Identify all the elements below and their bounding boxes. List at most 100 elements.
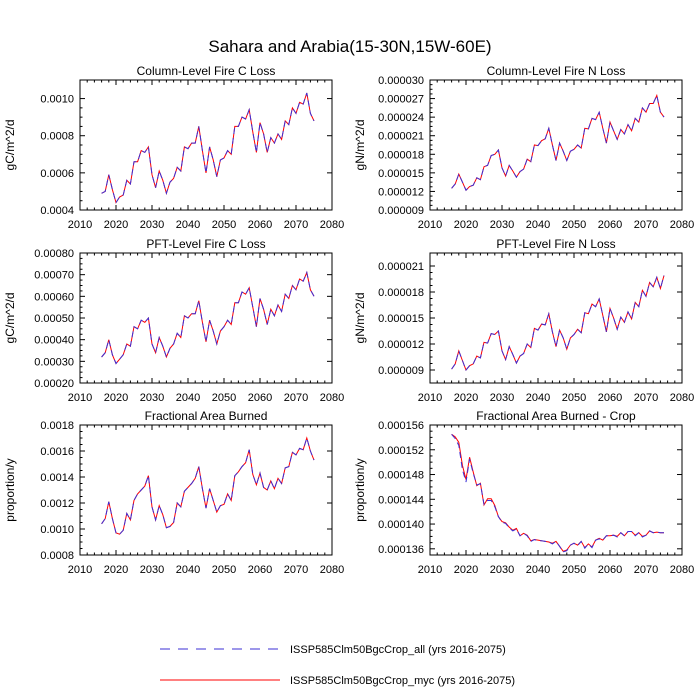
x-tick-label: 2080: [320, 392, 344, 404]
y-tick-label: 0.0014: [40, 472, 74, 484]
series-line-myc: [451, 275, 665, 371]
legend-label-all: ISSP585Clm50BgcCrop_all (yrs 2016-2075): [290, 644, 506, 656]
y-tick-label: 0.0008: [40, 550, 74, 562]
x-tick-label: 2030: [490, 392, 514, 404]
series-line-all: [451, 275, 665, 371]
plot-frame: [429, 252, 683, 384]
x-tick-label: 2080: [670, 219, 694, 231]
x-tick-label: 2010: [418, 392, 442, 404]
chart-panel-1: Column-Level Fire C Loss gC/m^2/d 2010 2020…: [3, 64, 344, 231]
y-tick-label: 0.000148: [378, 470, 424, 482]
x-tick-label: 2020: [454, 564, 478, 576]
y-axis-label: gC/m^2/d: [3, 293, 17, 344]
x-tick-label: 2030: [490, 219, 514, 231]
y-tick-label: 0.0016: [40, 446, 74, 458]
x-tick-label: 2060: [598, 219, 622, 231]
y-axis-label: gN/m^2/d: [353, 120, 367, 171]
panel-title: Fractional Area Burned - Crop: [476, 409, 636, 423]
x-tick-label: 2030: [140, 392, 164, 404]
chart-panel-6: Fractional Area Burned - Crop proportion/…: [353, 409, 694, 576]
x-tick-label: 2050: [562, 392, 586, 404]
x-tick-label: 2060: [248, 564, 272, 576]
series-line-all: [101, 92, 315, 204]
series-line-all: [101, 436, 315, 535]
x-tick-label: 2070: [634, 564, 658, 576]
y-tick-label: 0.000024: [378, 112, 424, 124]
y-tick-label: 0.000012: [378, 186, 424, 198]
x-tick-label: 2030: [140, 564, 164, 576]
x-tick-label: 2010: [418, 564, 442, 576]
y-tick-label: 0.0008: [40, 131, 74, 143]
plot-frame: [79, 252, 333, 384]
chart-panel-2: Column-Level Fire N Loss gN/m^2/d 2010 2020…: [353, 64, 694, 231]
y-tick-label: 0.00020: [34, 378, 74, 390]
chart-panel-5: Fractional Area Burned proportion/y 2010 20…: [3, 409, 344, 576]
x-tick-label: 2010: [418, 219, 442, 231]
x-tick-label: 2020: [104, 392, 128, 404]
chart-panels: Column-Level Fire C Loss gC/m^2/d 2010 2020…: [3, 64, 694, 576]
legend-label-myc: ISSP585Clm50BgcCrop_myc (yrs 2016-2075): [290, 675, 515, 687]
x-tick-label: 2050: [212, 219, 236, 231]
series-line-myc: [451, 433, 664, 552]
y-tick-label: 0.000009: [378, 365, 424, 377]
y-axis-label: gC/m^2/d: [3, 120, 17, 171]
x-tick-label: 2030: [490, 564, 514, 576]
y-tick-label: 0.0012: [40, 498, 74, 510]
x-tick-label: 2010: [68, 219, 92, 231]
x-tick-label: 2040: [176, 564, 200, 576]
series-line-all: [451, 93, 665, 192]
x-tick-label: 2050: [212, 564, 236, 576]
panel-title: PFT-Level Fire N Loss: [496, 237, 615, 251]
plot-frame: [79, 424, 333, 556]
y-tick-label: 0.000021: [378, 131, 424, 143]
y-tick-label: 0.000136: [378, 544, 424, 556]
x-tick-label: 2050: [212, 392, 236, 404]
y-tick-label: 0.0006: [40, 168, 74, 180]
x-tick-label: 2040: [526, 564, 550, 576]
y-tick-label: 0.000018: [378, 287, 424, 299]
x-tick-label: 2040: [526, 219, 550, 231]
x-tick-label: 2020: [104, 219, 128, 231]
legend: ISSP585Clm50BgcCrop_all (yrs 2016-2075) …: [160, 644, 515, 687]
y-tick-label: 0.000015: [378, 313, 424, 325]
series-line-myc: [101, 270, 315, 365]
x-tick-label: 2060: [248, 219, 272, 231]
y-axis-label: proportion/y: [3, 458, 17, 521]
x-tick-label: 2040: [176, 219, 200, 231]
series-line-myc: [101, 436, 315, 535]
y-tick-label: 0.000140: [378, 519, 424, 531]
y-tick-label: 0.000030: [378, 75, 424, 87]
x-tick-label: 2070: [284, 392, 308, 404]
panel-title: PFT-Level Fire C Loss: [146, 237, 265, 251]
x-tick-label: 2070: [634, 392, 658, 404]
panel-title: Column-Level Fire C Loss: [137, 64, 276, 78]
x-tick-label: 2050: [562, 219, 586, 231]
y-tick-label: 0.000027: [378, 94, 424, 106]
panel-title: Column-Level Fire N Loss: [487, 64, 626, 78]
series-line-myc: [451, 93, 665, 192]
y-tick-label: 0.00060: [34, 291, 74, 303]
y-tick-label: 0.000021: [378, 261, 424, 273]
y-tick-label: 0.0010: [40, 94, 74, 106]
x-tick-label: 2040: [176, 392, 200, 404]
x-tick-label: 2020: [454, 219, 478, 231]
plot-frame: [429, 79, 683, 211]
x-tick-label: 2010: [68, 564, 92, 576]
y-tick-label: 0.000152: [378, 445, 424, 457]
y-tick-label: 0.000009: [378, 205, 424, 217]
plot-frame: [429, 424, 683, 556]
x-tick-label: 2080: [670, 392, 694, 404]
y-tick-label: 0.0004: [40, 205, 74, 217]
x-tick-label: 2020: [104, 564, 128, 576]
x-tick-label: 2020: [454, 392, 478, 404]
y-tick-label: 0.000156: [378, 420, 424, 432]
series-line-myc: [101, 92, 315, 204]
y-tick-label: 0.0010: [40, 524, 74, 536]
y-tick-label: 0.000015: [378, 168, 424, 180]
x-tick-label: 2060: [598, 392, 622, 404]
chart-panel-3: PFT-Level Fire C Loss gC/m^2/d 2010 2020 203…: [3, 237, 344, 404]
panel-title: Fractional Area Burned: [145, 409, 268, 423]
series-line-all: [101, 270, 315, 365]
figure-title: Sahara and Arabia(15-30N,15W-60E): [208, 37, 491, 56]
